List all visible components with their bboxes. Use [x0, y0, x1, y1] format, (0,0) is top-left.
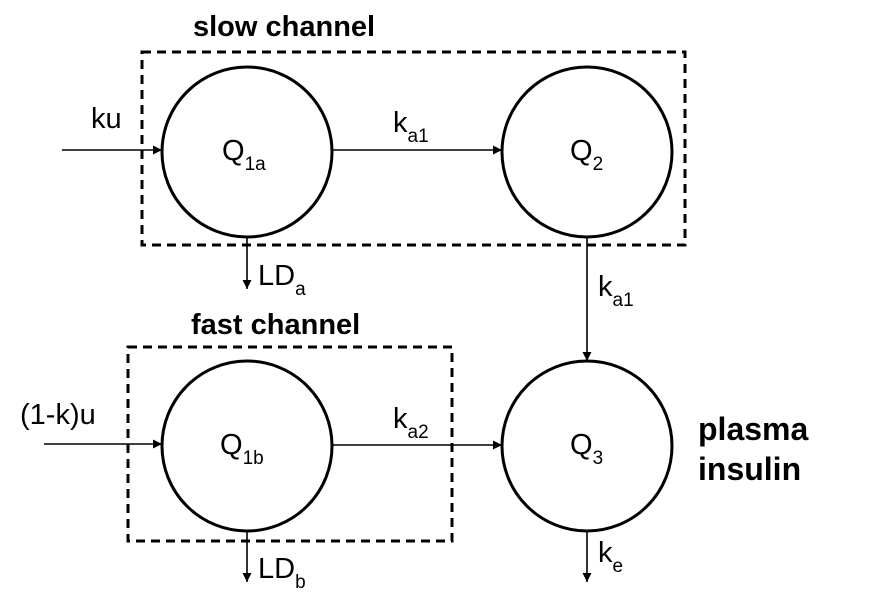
rate-label-top: ka1 — [393, 107, 429, 147]
compartment-q1a — [160, 65, 334, 239]
label-q3: Q3 — [570, 429, 603, 469]
compartment-q1b — [160, 359, 334, 533]
plasma-insulin-label-line1: plasma — [698, 411, 808, 447]
slow-channel-title: slow channel — [193, 11, 375, 43]
label-q1a: Q1a — [222, 135, 266, 175]
loss-label-a: LDa — [258, 260, 306, 300]
input-label-top: ku — [91, 103, 122, 135]
elimination-label: ke — [598, 537, 623, 577]
input-label-bottom: (1-k)u — [20, 399, 96, 431]
label-q1b: Q1b — [220, 429, 264, 469]
fast-channel-title: fast channel — [191, 309, 360, 341]
slow-channel-box — [140, 50, 687, 247]
rate-label-right: ka1 — [598, 271, 634, 311]
plasma-insulin-label-line2: insulin — [698, 451, 801, 487]
rate-label-bottom: ka2 — [393, 403, 429, 443]
label-q2: Q2 — [570, 135, 603, 175]
loss-label-b: LDb — [258, 553, 306, 593]
